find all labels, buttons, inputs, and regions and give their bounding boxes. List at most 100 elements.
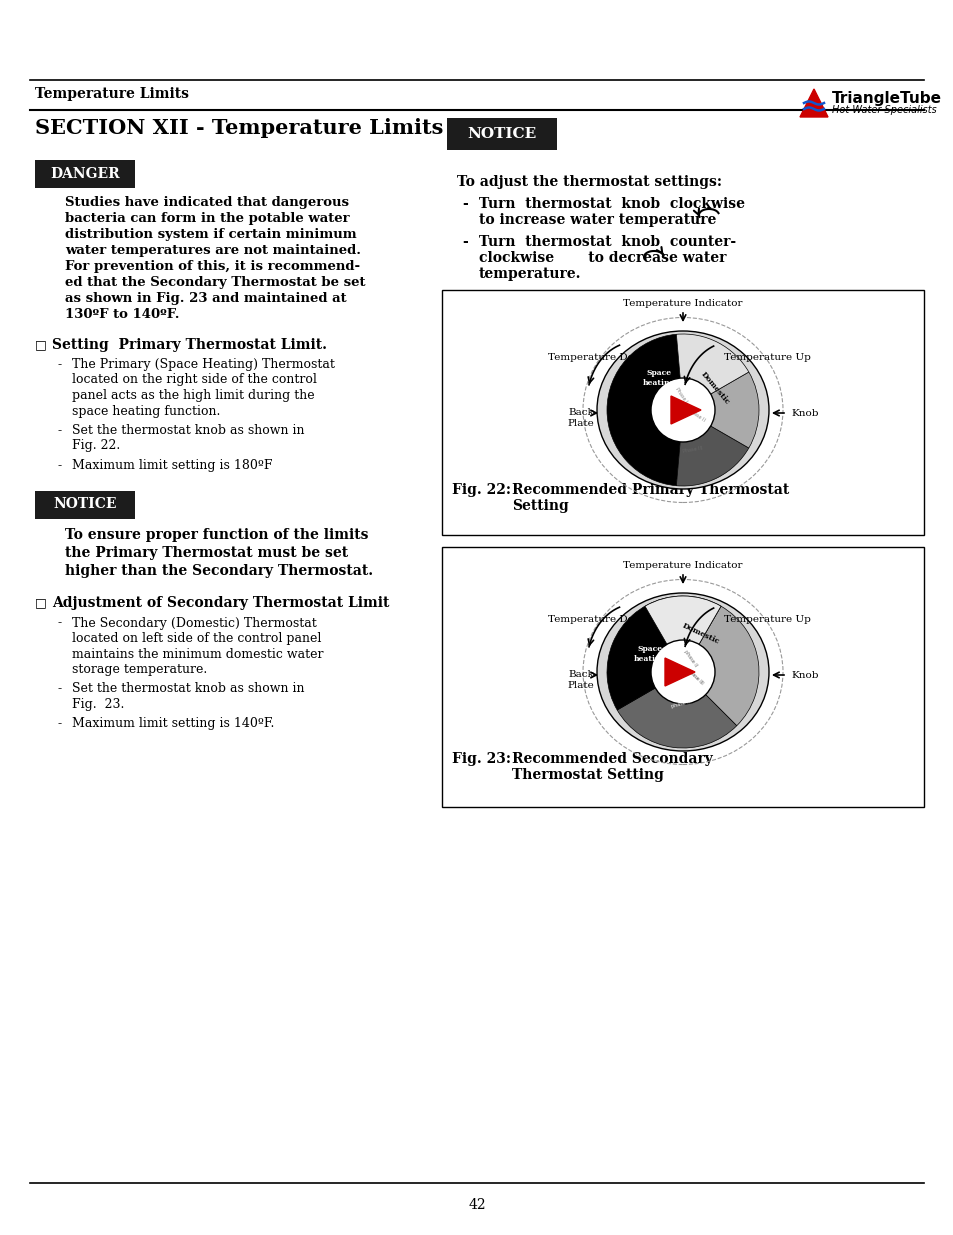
Text: Knob: Knob [790, 671, 818, 679]
Text: Domestic: Domestic [699, 370, 730, 406]
Text: Temperature Up: Temperature Up [722, 353, 810, 363]
Text: -: - [461, 198, 467, 211]
Text: Phase I: Phase I [673, 387, 687, 404]
Text: NOTICE: NOTICE [53, 498, 116, 511]
Text: maintains the minimum domestic water: maintains the minimum domestic water [71, 647, 323, 661]
Text: To adjust the thermostat settings:: To adjust the thermostat settings: [456, 175, 721, 189]
Text: ed that the Secondary Thermostat be set: ed that the Secondary Thermostat be set [65, 275, 365, 289]
Text: Hot Water Specialists: Hot Water Specialists [831, 105, 936, 115]
Text: 42: 42 [468, 1198, 485, 1212]
Text: Set the thermostat knob as shown in: Set the thermostat knob as shown in [71, 424, 304, 437]
Text: temperature.: temperature. [478, 267, 581, 282]
Text: Fig. 22:: Fig. 22: [452, 483, 511, 496]
Wedge shape [676, 410, 748, 487]
Text: space heating function.: space heating function. [71, 405, 220, 417]
Text: higher than the Secondary Thermostat.: higher than the Secondary Thermostat. [65, 564, 373, 578]
Text: Back
Plate: Back Plate [567, 671, 594, 689]
Text: panel acts as the high limit during the: panel acts as the high limit during the [71, 389, 314, 403]
Text: Turn  thermostat  knob  clockwise: Turn thermostat knob clockwise [478, 198, 744, 211]
Text: TriangleTube: TriangleTube [831, 91, 941, 106]
Text: SECTION XII - Temperature Limits: SECTION XII - Temperature Limits [35, 119, 443, 138]
Text: -: - [58, 424, 62, 437]
Polygon shape [800, 89, 827, 117]
Text: Fig. 23:: Fig. 23: [452, 752, 511, 766]
Text: Phase II: Phase II [687, 408, 705, 422]
Text: -: - [58, 358, 62, 370]
Circle shape [650, 378, 714, 442]
Text: phase II: phase II [682, 648, 698, 667]
Text: Temperature Indicator: Temperature Indicator [622, 299, 742, 308]
Text: as shown in Fig. 23 and maintained at: as shown in Fig. 23 and maintained at [65, 291, 346, 305]
Text: Set the thermostat knob as shown in: Set the thermostat knob as shown in [71, 683, 304, 695]
Text: For prevention of this, it is recommend-: For prevention of this, it is recommend- [65, 261, 359, 273]
Text: Recommended Primary Thermostat: Recommended Primary Thermostat [512, 483, 788, 496]
Text: □: □ [35, 597, 47, 610]
Wedge shape [617, 672, 736, 748]
Text: Space
heating: Space heating [642, 369, 675, 387]
Text: Recommended Secondary: Recommended Secondary [512, 752, 712, 766]
Text: distribution system if certain minimum: distribution system if certain minimum [65, 228, 356, 241]
Text: phase II: phase II [668, 672, 686, 688]
Bar [441, 547, 923, 806]
Text: To ensure proper function of the limits: To ensure proper function of the limits [65, 529, 368, 542]
Wedge shape [682, 606, 759, 726]
Text: storage temperature.: storage temperature. [71, 663, 207, 676]
Text: □: □ [35, 338, 47, 351]
Wedge shape [676, 333, 748, 410]
Text: -: - [58, 616, 62, 630]
Text: -: - [58, 683, 62, 695]
Text: Knob: Knob [790, 409, 818, 417]
Circle shape [650, 640, 714, 704]
Text: Fig.  23.: Fig. 23. [71, 698, 124, 711]
Wedge shape [682, 372, 759, 448]
Text: phase III: phase III [670, 699, 691, 709]
Text: Maximum limit setting is 140ºF.: Maximum limit setting is 140ºF. [71, 718, 274, 730]
Text: -: - [58, 718, 62, 730]
Text: Turn  thermostat  knob  counter-: Turn thermostat knob counter- [478, 235, 736, 249]
Text: Phase III: Phase III [681, 446, 702, 454]
Wedge shape [606, 599, 682, 710]
Text: The Secondary (Domestic) Thermostat: The Secondary (Domestic) Thermostat [71, 616, 316, 630]
Text: Phase III: Phase III [666, 410, 682, 430]
Text: located on left side of the control panel: located on left side of the control pane… [71, 632, 321, 645]
Text: located on the right side of the control: located on the right side of the control [71, 373, 316, 387]
Text: -: - [58, 459, 62, 472]
Text: Temperature Up: Temperature Up [722, 615, 810, 625]
Polygon shape [664, 658, 695, 685]
Text: water temperatures are not maintained.: water temperatures are not maintained. [65, 245, 360, 257]
Text: 130ºF to 140ºF.: 130ºF to 140ºF. [65, 308, 179, 321]
Text: Setting: Setting [512, 499, 568, 513]
Text: Temperature Down: Temperature Down [548, 615, 649, 625]
Text: The Primary (Space Heating) Thermostat: The Primary (Space Heating) Thermostat [71, 358, 335, 370]
Text: phase III: phase III [685, 668, 703, 687]
Text: Temperature Limits: Temperature Limits [35, 86, 189, 101]
Text: bacteria can form in the potable water: bacteria can form in the potable water [65, 212, 349, 225]
Wedge shape [644, 597, 720, 672]
Text: Temperature Down: Temperature Down [548, 353, 649, 363]
Text: -: - [461, 235, 467, 249]
Text: Space
heating: Space heating [633, 646, 666, 663]
Text: Fig. 22.: Fig. 22. [71, 440, 120, 452]
Bar [447, 119, 557, 149]
Ellipse shape [597, 593, 768, 751]
Text: Thermostat Setting: Thermostat Setting [512, 768, 663, 782]
Text: DANGER: DANGER [51, 167, 120, 182]
Text: Temperature Indicator: Temperature Indicator [622, 561, 742, 571]
Text: Adjustment of Secondary Thermostat Limit: Adjustment of Secondary Thermostat Limit [52, 597, 389, 610]
Text: clockwise       to decrease water: clockwise to decrease water [478, 251, 725, 266]
Text: Back
Plate: Back Plate [567, 409, 594, 427]
Bar [441, 290, 923, 535]
Ellipse shape [597, 331, 768, 489]
Bar [35, 161, 135, 188]
Text: Maximum limit setting is 180ºF: Maximum limit setting is 180ºF [71, 459, 273, 472]
Text: NOTICE: NOTICE [467, 127, 536, 141]
Wedge shape [606, 335, 682, 485]
Text: Studies have indicated that dangerous: Studies have indicated that dangerous [65, 196, 349, 209]
Wedge shape [662, 597, 720, 672]
Text: the Primary Thermostat must be set: the Primary Thermostat must be set [65, 547, 348, 561]
Text: Setting  Primary Thermostat Limit.: Setting Primary Thermostat Limit. [52, 338, 327, 352]
Bar [35, 490, 135, 519]
Polygon shape [670, 396, 700, 424]
Text: Domestic: Domestic [680, 621, 720, 646]
Text: to increase water temperature: to increase water temperature [478, 212, 716, 227]
